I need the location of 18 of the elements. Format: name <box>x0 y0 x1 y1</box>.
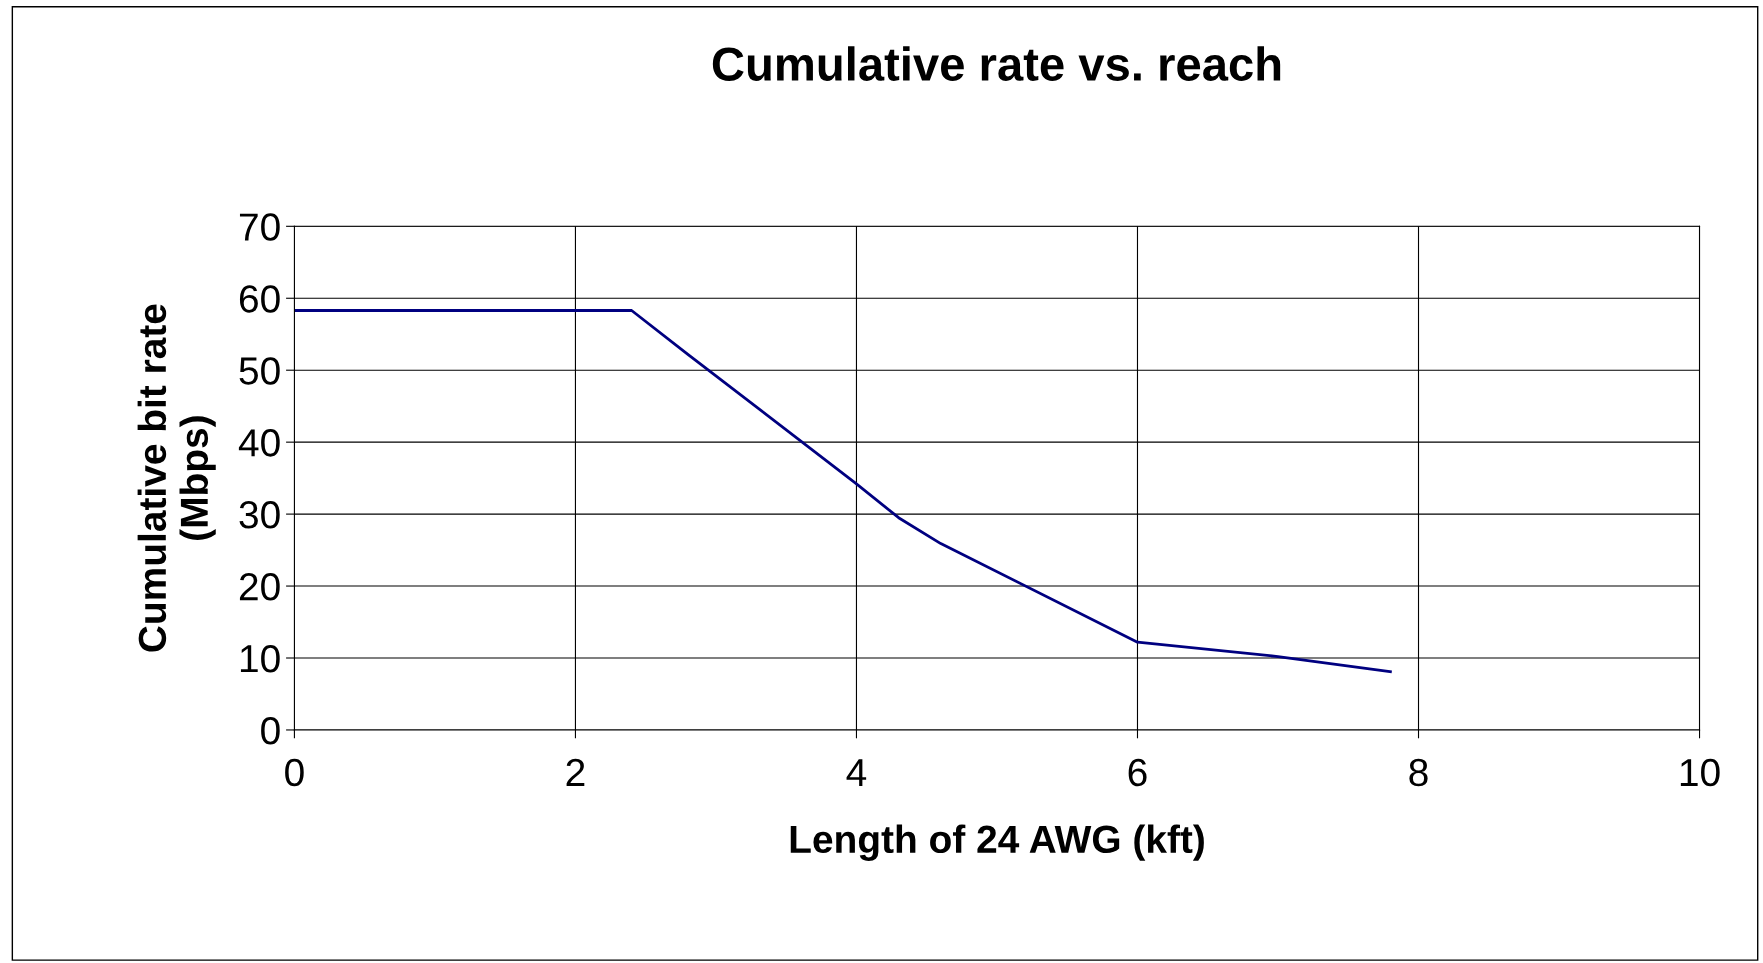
x-tick-label: 2 <box>566 758 585 786</box>
y-tick-label: 10 <box>240 644 280 673</box>
x-axis-title: Length of 24 AWG (kft) <box>790 824 1204 861</box>
y-tick-label: 70 <box>239 213 280 241</box>
y-axis-title: Cumulative bit rate (Mbps) <box>137 304 216 652</box>
y-tick-label: 40 <box>238 429 280 457</box>
y-tick-label: 60 <box>239 285 280 313</box>
chart-title: Cumulative rate vs. reach <box>712 46 1281 81</box>
x-tick-label: 0 <box>285 758 304 787</box>
y-tick-label: 30 <box>239 501 280 529</box>
x-tick-label: 6 <box>1128 758 1147 787</box>
x-tick-label: 4 <box>846 759 867 786</box>
line-series <box>294 309 1392 674</box>
y-tick-label: 20 <box>239 572 280 601</box>
x-tick-label: 8 <box>1409 758 1428 787</box>
y-tick-label: 0 <box>261 716 280 745</box>
x-tick-label: 10 <box>1680 758 1720 787</box>
y-tick-label: 50 <box>239 357 280 385</box>
